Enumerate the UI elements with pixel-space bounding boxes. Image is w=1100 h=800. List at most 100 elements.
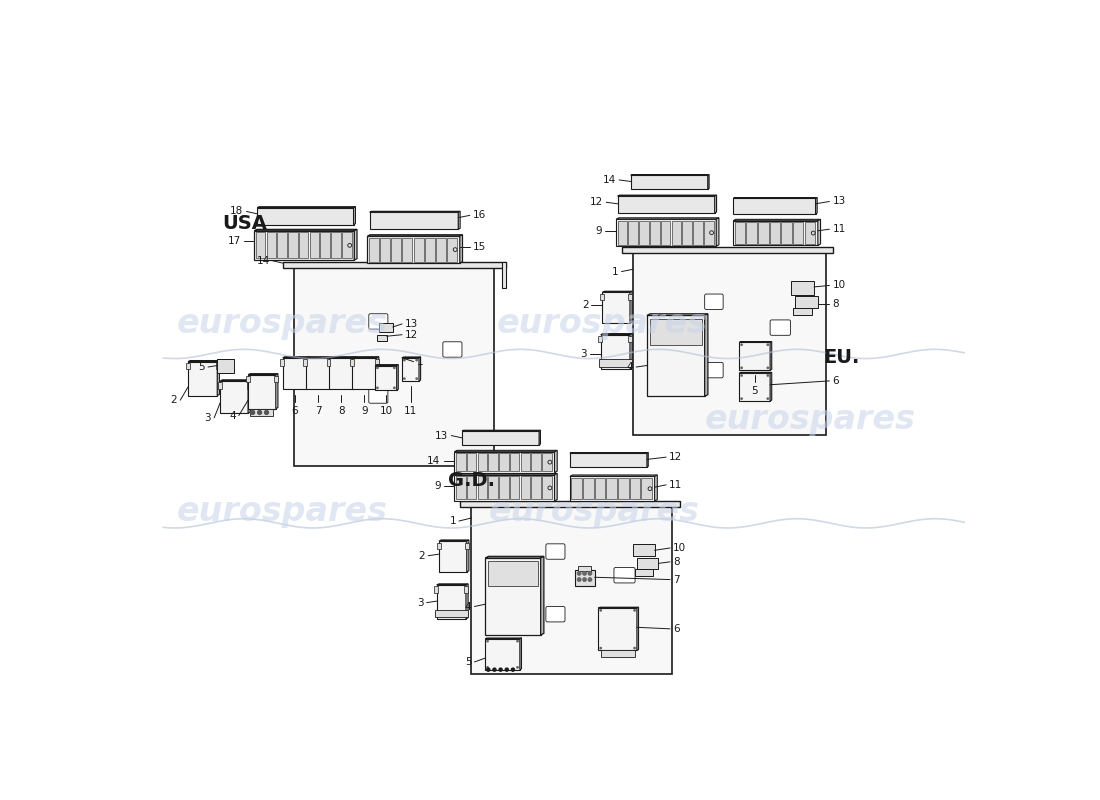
Bar (595, 478, 605, 499)
Polygon shape (460, 234, 462, 263)
Bar (520, 476, 530, 499)
Bar (488, 561, 538, 586)
FancyBboxPatch shape (705, 294, 723, 310)
Bar (310, 232, 319, 258)
Text: eurospares: eurospares (177, 306, 388, 340)
Text: 9: 9 (595, 226, 603, 236)
Bar (733, 198, 815, 214)
Polygon shape (598, 607, 638, 608)
Polygon shape (367, 234, 462, 236)
FancyBboxPatch shape (443, 342, 462, 357)
Polygon shape (733, 219, 821, 221)
Polygon shape (647, 453, 648, 467)
Circle shape (516, 640, 519, 642)
Polygon shape (554, 450, 558, 473)
Bar (304, 359, 307, 366)
Bar (381, 238, 390, 262)
Text: 10: 10 (673, 543, 686, 553)
Bar (641, 478, 652, 499)
Bar (781, 222, 792, 244)
Text: 6: 6 (673, 624, 680, 634)
Polygon shape (637, 607, 638, 650)
Polygon shape (403, 357, 420, 358)
Bar (255, 232, 265, 258)
Text: 4: 4 (229, 410, 235, 421)
Circle shape (578, 578, 581, 582)
Polygon shape (439, 540, 469, 541)
Circle shape (767, 343, 769, 346)
Circle shape (634, 609, 636, 612)
Text: EU.: EU. (823, 348, 859, 367)
Bar (352, 359, 356, 366)
Bar (437, 585, 466, 619)
Text: 13: 13 (434, 430, 449, 441)
Polygon shape (541, 556, 543, 635)
Polygon shape (329, 357, 355, 358)
Bar (280, 359, 284, 366)
Text: 2: 2 (418, 550, 425, 561)
Bar (439, 541, 466, 572)
Bar (510, 454, 519, 471)
Polygon shape (616, 218, 719, 219)
Circle shape (634, 646, 636, 650)
Bar (367, 236, 460, 263)
Bar (331, 232, 341, 258)
Text: 18: 18 (230, 206, 243, 217)
Text: 12: 12 (405, 330, 418, 340)
Bar (739, 373, 770, 401)
Bar (425, 238, 435, 262)
Bar (650, 221, 660, 245)
Text: 1: 1 (612, 266, 618, 277)
Bar (671, 221, 681, 245)
Text: 11: 11 (833, 224, 846, 234)
Bar (216, 363, 220, 370)
Text: eurospares: eurospares (177, 495, 388, 528)
Bar (283, 358, 307, 389)
Circle shape (486, 668, 490, 671)
Text: 14: 14 (256, 256, 270, 266)
Bar (245, 376, 250, 382)
Text: 1: 1 (417, 357, 424, 366)
Bar (306, 359, 310, 366)
Bar (793, 222, 803, 244)
Text: 8: 8 (338, 406, 344, 415)
Bar (628, 336, 632, 342)
Text: 5: 5 (198, 362, 205, 372)
Polygon shape (283, 357, 309, 358)
Bar (572, 478, 582, 499)
Circle shape (583, 578, 586, 582)
Bar (758, 222, 769, 244)
Polygon shape (770, 342, 772, 370)
Bar (403, 238, 412, 262)
Polygon shape (485, 556, 543, 558)
Polygon shape (218, 361, 219, 395)
Bar (520, 454, 530, 471)
Bar (485, 639, 520, 670)
Circle shape (767, 374, 769, 377)
Text: 8: 8 (833, 299, 839, 309)
Bar (661, 221, 670, 245)
Circle shape (376, 366, 378, 369)
Bar (477, 476, 487, 499)
Text: 6: 6 (292, 406, 298, 415)
Bar (218, 359, 234, 373)
Bar (188, 362, 218, 395)
Polygon shape (397, 365, 398, 390)
Circle shape (403, 358, 406, 362)
Bar (249, 374, 276, 409)
Bar (601, 650, 635, 657)
Polygon shape (707, 174, 710, 189)
Bar (598, 336, 603, 342)
Bar (704, 221, 714, 245)
Bar (437, 542, 440, 549)
Bar (600, 294, 604, 300)
Bar (257, 208, 353, 225)
Bar (329, 359, 332, 366)
Bar (502, 262, 506, 289)
Circle shape (376, 386, 378, 390)
Bar (277, 232, 287, 258)
Circle shape (516, 666, 519, 669)
Circle shape (583, 572, 586, 575)
Polygon shape (603, 291, 632, 292)
Text: G.D.: G.D. (448, 471, 495, 490)
